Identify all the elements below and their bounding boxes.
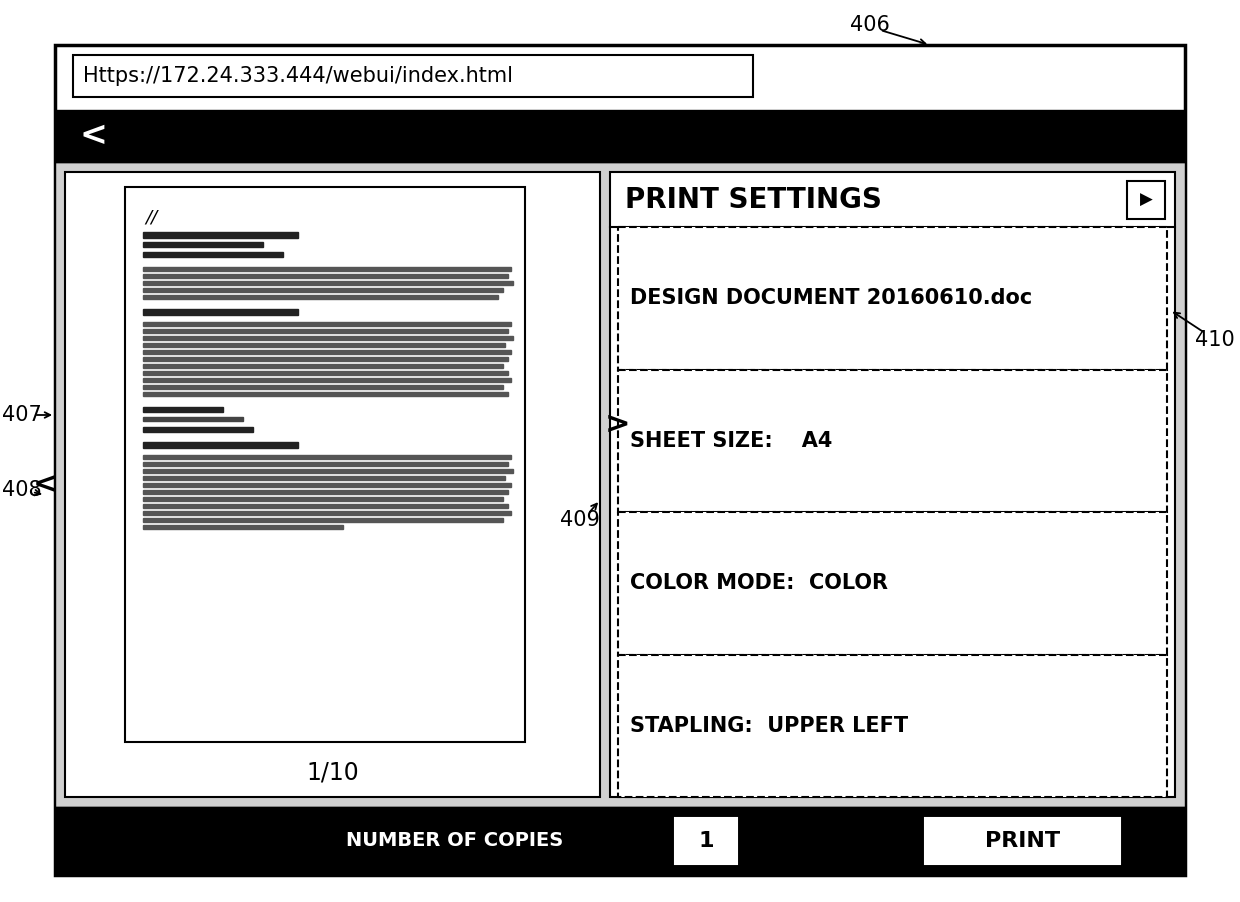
Bar [143, 455, 511, 458]
Bar [143, 309, 298, 315]
Bar [143, 511, 511, 514]
Text: <: < [79, 119, 107, 152]
Text: STAPLING:  UPPER LEFT: STAPLING: UPPER LEFT [630, 716, 908, 736]
Bar [143, 364, 503, 367]
Text: Https://172.24.333.444/webui/index.html: Https://172.24.333.444/webui/index.html [83, 66, 513, 86]
Bar [73, 55, 753, 97]
Bar [143, 378, 511, 382]
Bar [143, 242, 263, 247]
Text: 1/10: 1/10 [306, 760, 358, 784]
Bar [143, 322, 511, 326]
Bar [55, 110, 1185, 162]
Bar [143, 371, 508, 374]
Text: 1: 1 [698, 831, 714, 851]
Bar [143, 392, 508, 395]
Bar [55, 162, 1185, 807]
Text: 406: 406 [851, 15, 890, 35]
Text: COLOR MODE:  COLOR: COLOR MODE: COLOR [630, 574, 888, 594]
Bar [618, 655, 1167, 797]
Text: 408: 408 [2, 480, 42, 500]
Text: >: > [605, 410, 631, 439]
Bar [143, 343, 505, 346]
Bar [143, 427, 253, 432]
Bar [618, 512, 1167, 655]
Bar [143, 288, 503, 291]
Bar [143, 281, 513, 284]
Bar [143, 267, 511, 271]
Bar [143, 483, 511, 486]
Bar [675, 818, 737, 864]
Bar [925, 818, 1120, 864]
Text: 407: 407 [2, 405, 42, 425]
Text: NUMBER OF COPIES: NUMBER OF COPIES [346, 832, 564, 851]
Bar [143, 407, 223, 412]
Text: SHEET SIZE:    A4: SHEET SIZE: A4 [630, 431, 832, 451]
Bar [610, 172, 1176, 797]
Text: PRINT: PRINT [985, 831, 1060, 851]
Bar [143, 252, 283, 257]
Bar [143, 462, 508, 465]
Bar [143, 417, 243, 421]
Text: 409: 409 [560, 510, 600, 530]
Text: 410: 410 [1195, 330, 1235, 350]
Text: ▶: ▶ [1140, 190, 1152, 208]
Bar [143, 350, 511, 354]
Bar [64, 172, 600, 797]
Bar [143, 232, 298, 238]
Text: PRINT SETTINGS: PRINT SETTINGS [625, 186, 882, 214]
Bar [143, 518, 503, 521]
Bar [143, 329, 508, 333]
Bar [143, 476, 505, 480]
Bar [143, 504, 508, 508]
Bar [143, 385, 503, 389]
Bar [125, 187, 525, 742]
Bar [143, 295, 498, 299]
Bar [55, 807, 1185, 875]
Bar [143, 442, 298, 448]
Text: //: // [145, 209, 157, 227]
Text: DESIGN DOCUMENT 20160610.doc: DESIGN DOCUMENT 20160610.doc [630, 289, 1032, 308]
Bar [618, 370, 1167, 512]
Bar [143, 357, 508, 361]
Bar [143, 274, 508, 278]
Bar [1127, 180, 1166, 218]
Bar [143, 525, 343, 529]
Bar [618, 227, 1167, 370]
Bar [143, 490, 508, 493]
Bar [143, 469, 513, 473]
Bar [143, 336, 513, 339]
Bar [143, 497, 503, 501]
Text: <: < [32, 470, 58, 499]
